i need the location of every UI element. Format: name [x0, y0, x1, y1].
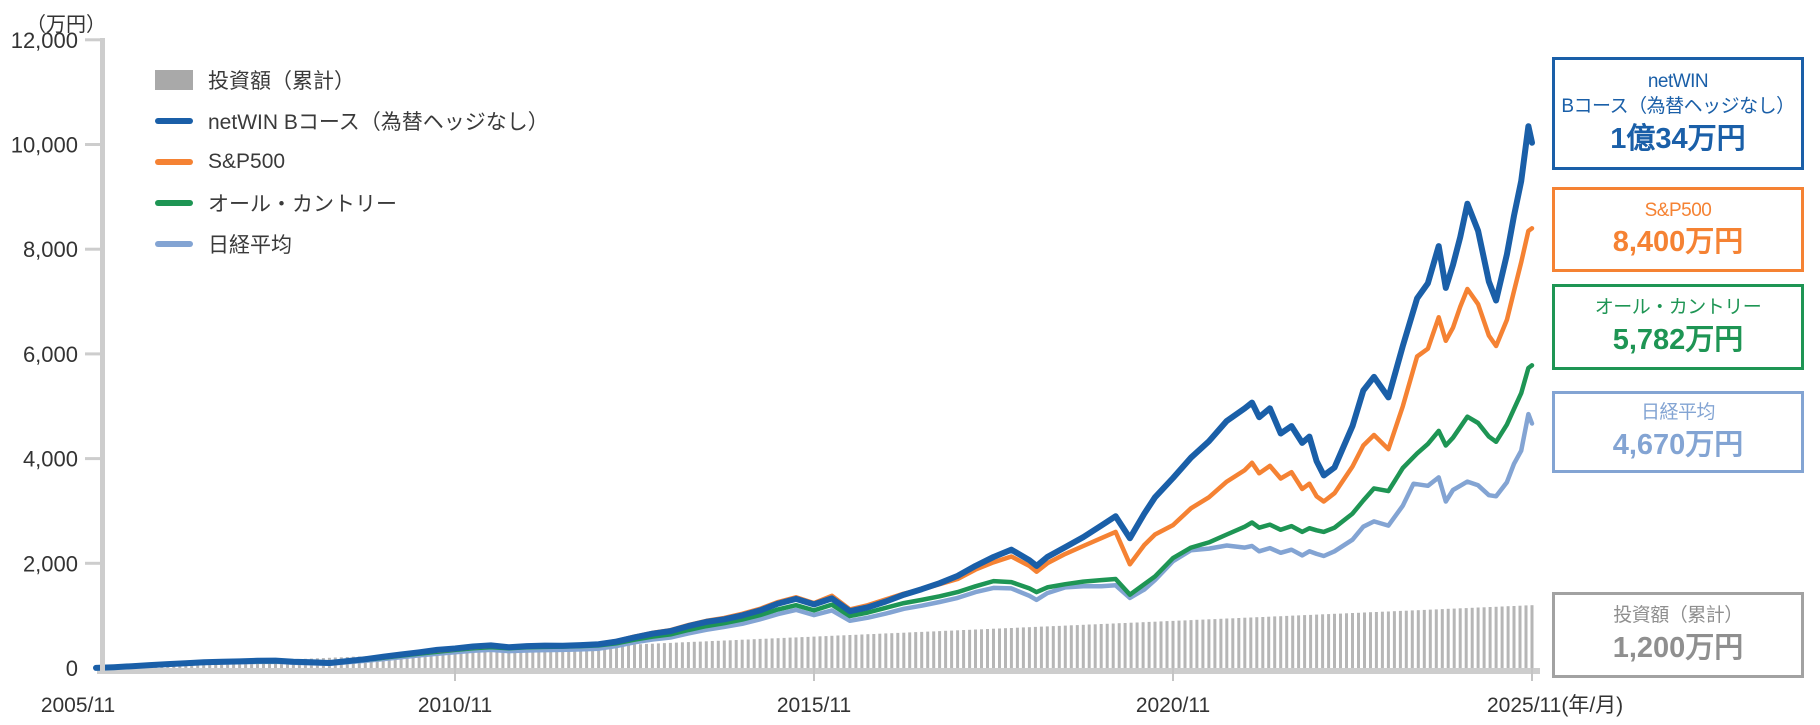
- y-axis-line: [100, 38, 105, 674]
- result-box-investment: 投資額（累計） 1,200万円: [1552, 592, 1804, 678]
- y-tick-label: 12,000: [11, 28, 78, 53]
- result-box-title-line2: Bコース（為替ヘッジなし）: [1561, 96, 1795, 118]
- y-tick-label: 8,000: [23, 237, 78, 262]
- y-tick-label: 4,000: [23, 447, 78, 472]
- y-tick-mark: [85, 143, 100, 146]
- y-tick-label: 10,000: [11, 133, 78, 158]
- legend-item-investment: 投資額（累計）: [155, 66, 549, 94]
- result-box-title: netWIN: [1647, 71, 1709, 93]
- allcountry-line-swatch-icon: [155, 200, 193, 206]
- result-box-netwin: netWIN Bコース（為替ヘッジなし） 1億34万円: [1552, 57, 1804, 170]
- x-tick-mark: [1172, 668, 1174, 681]
- result-box-value: 5,782万円: [1612, 323, 1744, 356]
- result-box-value: 4,670万円: [1612, 428, 1744, 461]
- result-box-title: 日経平均: [1640, 402, 1716, 424]
- chart-legend: 投資額（累計） netWIN Bコース（為替ヘッジなし） S&P500 オール・…: [155, 66, 549, 271]
- result-box-title: 投資額（累計）: [1613, 605, 1743, 627]
- result-box-nikkei: 日経平均 4,670万円: [1552, 391, 1804, 473]
- x-tick-mark: [454, 668, 456, 681]
- legend-label: netWIN Bコース（為替ヘッジなし）: [208, 111, 549, 134]
- y-tick-label: 0: [66, 656, 78, 681]
- x-tick-label: 2025/11(年/月): [1487, 694, 1623, 717]
- y-tick-mark: [85, 457, 100, 461]
- legend-label: 日経平均: [208, 234, 292, 257]
- series-line-netwin: [93, 123, 1535, 671]
- y-tick-mark: [85, 38, 100, 42]
- y-tick-mark: [85, 247, 100, 251]
- x-tick-mark: [1531, 668, 1533, 681]
- y-axis-unit-label: （万円）: [26, 14, 106, 36]
- netwin-line-swatch-icon: [155, 118, 193, 124]
- nikkei-line-swatch-icon: [155, 241, 193, 247]
- legend-label: オール・カントリー: [208, 193, 397, 216]
- x-tick-label: 2015/11: [777, 694, 851, 717]
- investment-swatch-icon: [155, 70, 193, 90]
- y-tick-mark: [85, 352, 100, 356]
- legend-label: S&P500: [208, 150, 286, 173]
- x-axis-line: [97, 668, 1540, 674]
- legend-item-netwin: netWIN Bコース（為替ヘッジなし）: [155, 107, 549, 135]
- legend-label: 投資額（累計）: [208, 70, 355, 93]
- result-box-value: 1億34万円: [1610, 122, 1746, 155]
- legend-item-sp500: S&P500: [155, 148, 549, 176]
- x-tick-mark: [813, 668, 815, 681]
- x-tick-label: 2020/11: [1136, 694, 1210, 717]
- result-box-sp500: S&P500 8,400万円: [1552, 187, 1804, 272]
- result-box-value: 8,400万円: [1612, 226, 1744, 259]
- result-box-allcountry: オール・カントリー 5,782万円: [1552, 284, 1804, 370]
- y-tick-label: 2,000: [23, 551, 78, 576]
- x-tick-label: 2010/11: [418, 694, 492, 717]
- y-tick-label: 6,000: [23, 342, 78, 367]
- y-tick-mark: [85, 561, 100, 565]
- legend-item-allcountry: オール・カントリー: [155, 189, 549, 217]
- result-box-value: 1,200万円: [1612, 631, 1744, 664]
- sp500-line-swatch-icon: [155, 159, 193, 165]
- x-tick-label: 2005/11: [41, 694, 115, 717]
- legend-item-nikkei: 日経平均: [155, 230, 549, 258]
- result-box-title: S&P500: [1644, 199, 1712, 221]
- result-box-title: オール・カントリー: [1594, 297, 1762, 319]
